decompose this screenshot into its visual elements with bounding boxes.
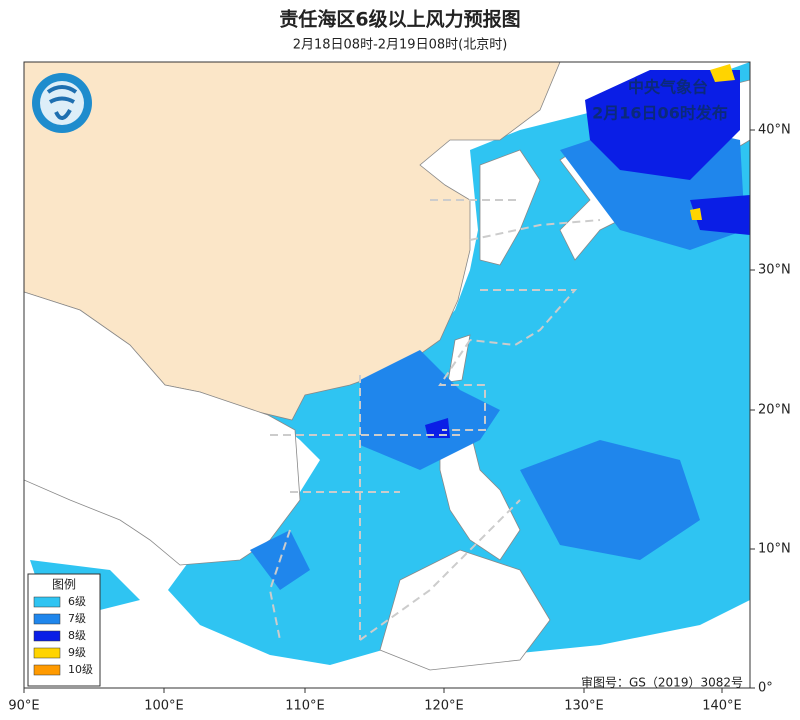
lon-label: 130°E — [564, 699, 604, 714]
wind-area — [690, 208, 702, 220]
legend-swatch — [33, 664, 61, 676]
legend-label: 7级 — [68, 612, 86, 625]
legend-swatch — [33, 613, 61, 625]
lon-label: 120°E — [424, 699, 464, 714]
legend: 图例 6级 7级 8级 9级 10级 — [27, 573, 101, 687]
legend-swatch — [33, 630, 61, 642]
lon-label: 110°E — [285, 699, 325, 714]
approval-number: 审图号：GS（2019）3082号 — [581, 675, 743, 690]
subtitle: 2月18日08时-2月19日08时(北京时) — [293, 38, 508, 53]
legend-label: 9级 — [68, 646, 86, 659]
wind-area — [360, 350, 500, 470]
wind-area — [690, 195, 750, 235]
map-frame — [23, 61, 751, 689]
lon-label: 100°E — [144, 699, 184, 714]
lat-label: 10°N — [758, 542, 791, 557]
zone-boundaries — [268, 199, 601, 641]
land — [24, 291, 301, 566]
wind-area — [710, 64, 735, 82]
publisher-agency: 中央气象台 — [628, 78, 708, 97]
lat-label: 40°N — [758, 123, 791, 138]
land — [379, 549, 551, 671]
wind-area — [585, 70, 740, 180]
land — [479, 149, 541, 266]
land — [447, 334, 471, 383]
legend-label: 8级 — [68, 629, 86, 642]
lat-label: 30°N — [758, 263, 791, 278]
lat-label: 0° — [758, 681, 773, 696]
wind-area — [520, 440, 700, 560]
land — [439, 429, 521, 561]
lon-label: 140°E — [702, 699, 742, 714]
wind-area — [425, 418, 450, 438]
lat-label: 20°N — [758, 403, 791, 418]
legend-title: 图例 — [52, 578, 76, 592]
legend-label: 10级 — [68, 663, 93, 676]
legend-label: 6级 — [68, 595, 86, 608]
lon-label: 90°E — [8, 699, 39, 714]
legend-swatch — [33, 647, 61, 659]
legend-swatch — [33, 596, 61, 608]
title: 责任海区6级以上风力预报图 — [279, 8, 520, 31]
map — [24, 62, 750, 688]
publisher-issued: 2月16日06时发布 — [592, 104, 728, 123]
